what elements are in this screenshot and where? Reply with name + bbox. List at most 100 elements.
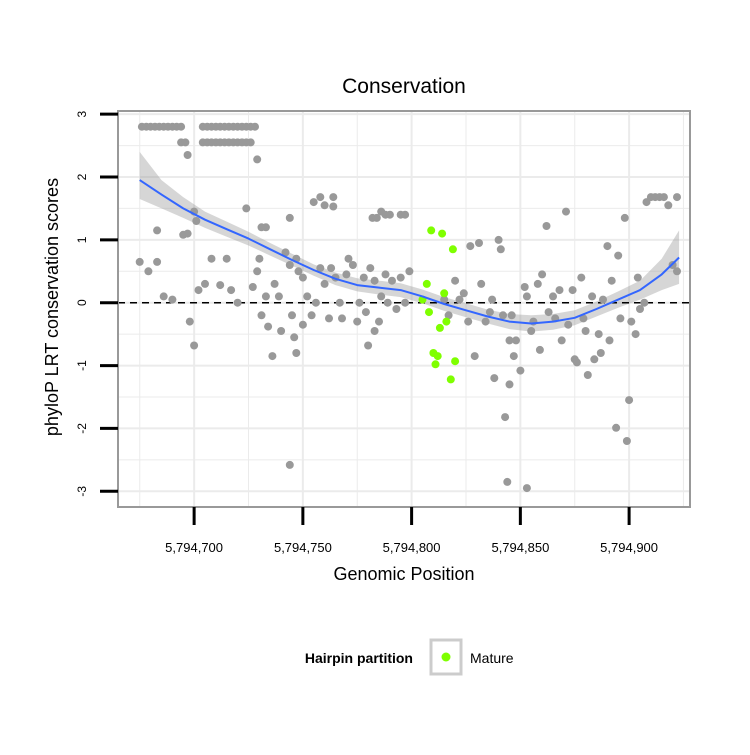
data-point-other (292, 349, 301, 357)
data-point-other (494, 235, 503, 244)
data-point-other (255, 254, 264, 263)
data-point-other (522, 292, 531, 301)
data-point-other (562, 207, 570, 216)
data-point-other (227, 286, 236, 295)
data-point-other (216, 281, 225, 290)
data-point-other (627, 317, 636, 326)
data-point-other (285, 460, 294, 469)
data-point-other (501, 413, 510, 422)
data-point-other (607, 276, 616, 285)
data-point-other (522, 484, 531, 493)
data-point-other (440, 295, 449, 304)
data-point-other (159, 292, 168, 301)
data-point-other (377, 292, 386, 301)
data-point-other (401, 210, 410, 219)
data-point-other (168, 295, 177, 304)
data-point-other (242, 204, 251, 213)
data-point-other (631, 330, 640, 339)
data-point-mature (433, 352, 442, 361)
data-point-other (233, 298, 242, 307)
data-point-other (564, 320, 573, 329)
data-point-other (251, 122, 259, 131)
data-point-other (257, 311, 266, 320)
data-point-mature (431, 360, 440, 369)
data-point-other (261, 223, 270, 232)
data-point-other (466, 242, 475, 251)
data-point-other (464, 317, 473, 326)
x-tick-label: 5,794,850 (491, 540, 549, 555)
confidence-band-layer (139, 151, 680, 332)
data-point-other (177, 122, 186, 131)
x-axis-label: Genomic Position (333, 564, 474, 584)
data-point-other (285, 261, 294, 269)
data-point-other (470, 352, 479, 361)
data-point-other (375, 317, 383, 326)
legend-mature-label: Mature (470, 650, 514, 666)
data-point-other (338, 314, 346, 323)
data-point-other (496, 245, 505, 254)
data-point-other (335, 298, 344, 307)
data-point-other (533, 279, 542, 288)
data-point-other (320, 279, 329, 288)
data-point-other (183, 151, 192, 159)
data-point-other (451, 276, 460, 285)
data-point-other (329, 202, 338, 211)
data-point-other (253, 155, 262, 164)
data-point-other (673, 193, 681, 202)
data-point-other (579, 314, 588, 323)
data-point-mature (451, 357, 460, 366)
data-point-other (190, 341, 199, 350)
data-point-other (599, 295, 607, 304)
data-point-other (361, 308, 370, 317)
data-point-other (144, 267, 153, 276)
data-point-other (535, 345, 544, 354)
data-point-other (509, 352, 518, 361)
data-point-mature (435, 323, 444, 332)
data-point-other (481, 317, 490, 326)
data-point-other (392, 305, 401, 313)
data-point-other (455, 295, 464, 304)
data-point-other (555, 286, 564, 295)
x-tick-label: 5,794,900 (600, 540, 658, 555)
data-point-other (620, 213, 629, 222)
y-tick-label: -3 (75, 486, 89, 497)
data-point-other (370, 327, 379, 335)
x-axis: 5,794,700 5,794,750 5,794,800 5,794,850 5,79… (165, 507, 658, 555)
y-axis-label: phyloP LRT conservation scores (42, 178, 62, 436)
data-point-other (359, 273, 368, 282)
data-point-other (538, 270, 547, 279)
y-axis: -3 -2 -1 0 1 2 3 (75, 110, 118, 497)
data-point-other (505, 380, 514, 389)
data-point-other (264, 322, 273, 331)
data-point-other (603, 242, 612, 251)
data-point-other (327, 264, 336, 273)
data-point-mature (422, 279, 431, 288)
data-point-other (590, 355, 599, 364)
data-point-other (520, 283, 529, 291)
data-point-mature (425, 308, 433, 317)
data-point-other (372, 213, 381, 222)
data-point-other (294, 267, 303, 276)
x-tick-label: 5,794,750 (274, 540, 332, 555)
data-point-other (505, 336, 514, 345)
data-point-other (298, 320, 307, 329)
data-point-other (385, 210, 394, 219)
data-point-other (348, 261, 357, 269)
data-point-other (181, 138, 190, 147)
data-point-mature (440, 289, 449, 298)
data-point-other (183, 229, 192, 238)
legend-title: Hairpin partition (305, 650, 413, 666)
data-point-other (512, 336, 520, 345)
grid-lines (118, 111, 690, 507)
data-point-other (594, 330, 603, 339)
data-point-other (614, 251, 623, 260)
data-point-other (625, 396, 634, 405)
data-point-other (503, 477, 512, 486)
y-tick-label: -1 (75, 360, 89, 371)
data-point-other (477, 279, 486, 288)
smooth-curve-layer (139, 179, 680, 325)
data-point-other (544, 308, 553, 317)
data-point-other (596, 349, 605, 357)
data-point-other (568, 286, 577, 295)
data-point-other (268, 352, 277, 361)
